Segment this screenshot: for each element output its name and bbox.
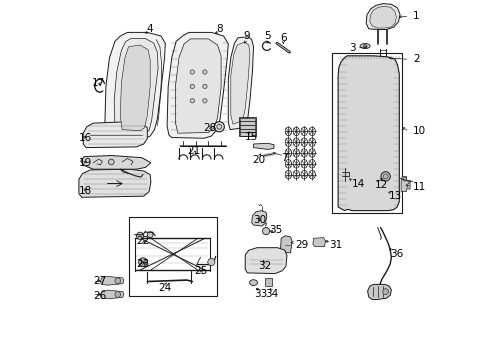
Polygon shape [230,42,249,124]
Circle shape [203,84,206,89]
Text: 7: 7 [280,153,287,163]
Circle shape [136,232,143,239]
Polygon shape [251,211,266,226]
Text: 34: 34 [264,289,278,299]
Polygon shape [167,32,228,138]
Ellipse shape [249,280,257,285]
Circle shape [380,172,389,181]
Bar [264,278,271,286]
Polygon shape [101,290,123,299]
Polygon shape [240,121,254,125]
Text: 3: 3 [348,42,355,53]
Text: 35: 35 [269,225,282,235]
Circle shape [207,258,215,266]
Polygon shape [120,45,150,131]
Text: 5: 5 [264,31,271,41]
Bar [331,53,401,213]
Polygon shape [240,129,254,132]
Circle shape [139,258,147,266]
Circle shape [262,228,269,235]
Text: 14: 14 [351,179,364,189]
Bar [128,217,216,296]
Circle shape [190,84,194,89]
Polygon shape [83,122,147,148]
Polygon shape [348,60,393,205]
Text: 8: 8 [216,24,223,34]
Text: 36: 36 [389,249,403,259]
Polygon shape [369,6,396,28]
Polygon shape [240,125,254,129]
Text: 11: 11 [412,182,426,192]
Text: 29: 29 [294,240,307,250]
Bar [239,117,256,136]
Polygon shape [400,176,409,192]
Polygon shape [101,276,123,285]
Circle shape [382,174,387,179]
Text: 16: 16 [79,132,92,143]
Polygon shape [366,4,399,30]
Text: 13: 13 [387,191,401,201]
Text: 24: 24 [158,283,171,293]
Circle shape [147,232,153,238]
Circle shape [108,159,114,165]
Text: 12: 12 [374,180,387,190]
Polygon shape [280,236,291,253]
Ellipse shape [359,44,369,49]
Circle shape [190,70,194,74]
Circle shape [115,278,121,284]
Polygon shape [228,37,253,130]
Circle shape [203,99,206,103]
Polygon shape [114,39,158,134]
Circle shape [214,122,224,132]
Text: 2: 2 [412,54,419,64]
Text: 33: 33 [254,289,267,299]
Text: 4: 4 [146,24,153,34]
Polygon shape [79,169,151,197]
Polygon shape [312,238,325,247]
Polygon shape [337,56,399,211]
Polygon shape [240,132,254,136]
Text: 32: 32 [257,261,270,271]
Text: 26: 26 [93,291,106,301]
Circle shape [203,70,206,74]
Circle shape [115,292,121,297]
Circle shape [382,289,387,294]
Polygon shape [175,39,221,133]
Polygon shape [240,118,254,121]
Text: 6: 6 [280,33,286,43]
Text: 25: 25 [194,266,207,276]
Polygon shape [253,143,273,149]
Circle shape [190,99,194,103]
Text: 9: 9 [243,31,249,41]
Text: 17: 17 [92,78,105,88]
Text: 20: 20 [252,155,265,165]
Polygon shape [244,248,286,274]
Text: 31: 31 [328,240,342,250]
Text: 27: 27 [93,276,106,286]
Circle shape [216,124,222,129]
Polygon shape [81,156,151,169]
Text: 1: 1 [412,11,419,21]
Text: 18: 18 [79,186,92,196]
Text: 19: 19 [79,158,92,168]
Text: 23: 23 [136,258,149,269]
Text: 30: 30 [253,215,266,225]
Text: 21: 21 [186,146,200,156]
Text: 10: 10 [412,126,425,136]
Text: 28: 28 [203,123,216,133]
Text: 22: 22 [136,236,149,246]
Polygon shape [367,284,390,300]
Circle shape [363,44,366,48]
Polygon shape [104,32,165,139]
Text: 15: 15 [244,132,258,142]
